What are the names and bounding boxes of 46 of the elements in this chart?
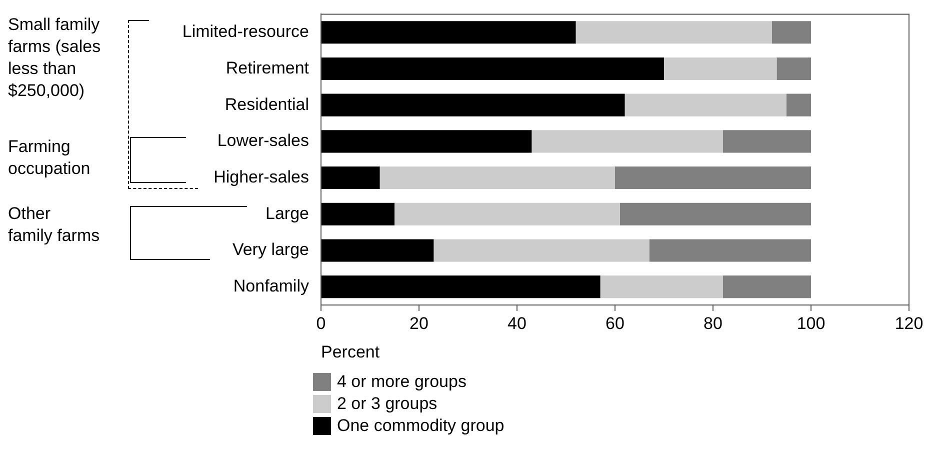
bar bbox=[722, 276, 811, 298]
bar bbox=[322, 94, 625, 116]
bar bbox=[786, 94, 811, 116]
text: Small family farms (sales less than $250,000) bbox=[8, 14, 101, 102]
legend-label: 4 or more groups bbox=[337, 372, 466, 392]
text: Other family farms bbox=[8, 203, 100, 247]
y-tick-label: Retirement bbox=[226, 58, 310, 78]
x-tick-label: 80 bbox=[704, 314, 722, 333]
bar bbox=[394, 202, 620, 226]
bar bbox=[322, 57, 664, 80]
y-tick-label: Lower-sales bbox=[217, 131, 309, 150]
y-tick-label: Limited-resource bbox=[182, 22, 309, 42]
bar bbox=[615, 166, 811, 190]
bar bbox=[624, 94, 786, 116]
bar bbox=[776, 57, 811, 80]
y-tick-label: Large bbox=[266, 204, 309, 223]
bar bbox=[380, 166, 615, 190]
x-tick-label: 120 bbox=[894, 314, 924, 333]
bar bbox=[322, 21, 576, 44]
y-tick-label: Very large bbox=[232, 240, 309, 260]
x-tick-label: 0 bbox=[316, 314, 326, 333]
bar bbox=[722, 130, 811, 153]
bar bbox=[649, 239, 811, 262]
x-tick-label: 20 bbox=[410, 314, 428, 333]
text: Farming occupation bbox=[8, 136, 90, 180]
legend-label: 2 or 3 groups bbox=[337, 394, 438, 414]
bar bbox=[600, 276, 723, 298]
bar bbox=[322, 166, 380, 190]
bar bbox=[322, 276, 600, 298]
bar bbox=[322, 239, 434, 262]
bar bbox=[322, 130, 532, 153]
legend-label: One commodity group bbox=[337, 416, 504, 436]
bar bbox=[620, 202, 811, 226]
bar bbox=[434, 239, 650, 262]
bar bbox=[664, 57, 777, 80]
y-tick-label: Nonfamily bbox=[233, 276, 310, 296]
y-tick-label: Residential bbox=[224, 94, 309, 114]
y-tick-label: Higher-sales bbox=[214, 167, 309, 186]
bar bbox=[532, 130, 723, 153]
bar bbox=[576, 21, 772, 44]
x-tick-label: 100 bbox=[796, 314, 826, 333]
x-axis-title: Percent bbox=[321, 342, 380, 362]
bar bbox=[322, 202, 394, 226]
x-tick-label: 40 bbox=[508, 314, 526, 333]
bar bbox=[772, 21, 811, 44]
x-tick-label: 60 bbox=[606, 314, 624, 333]
